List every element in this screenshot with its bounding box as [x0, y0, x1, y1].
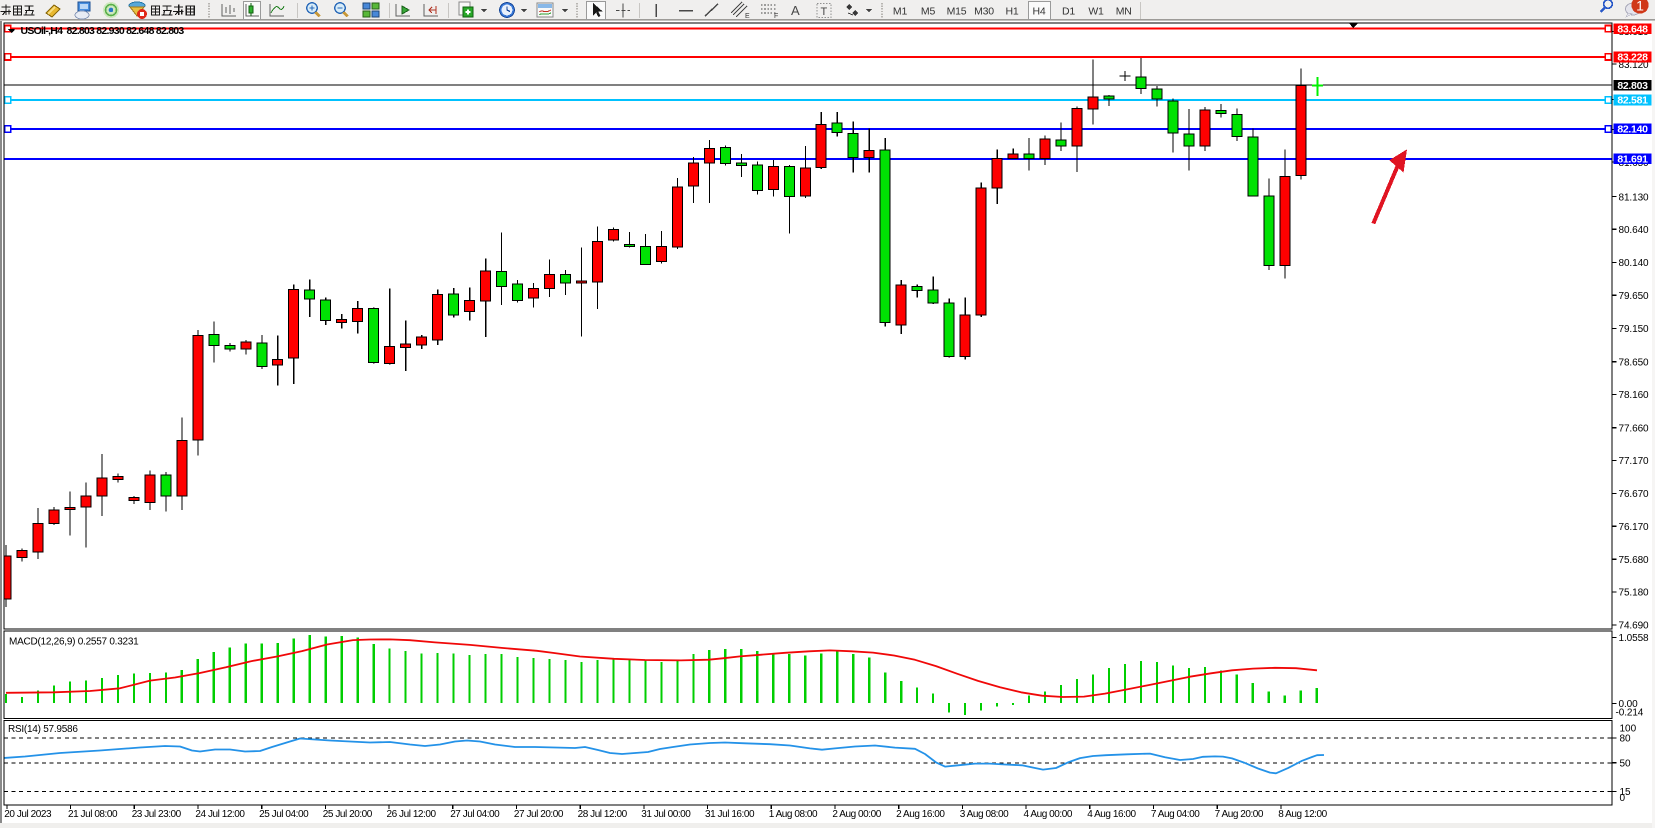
svg-text:81.130: 81.130: [1619, 192, 1650, 203]
svg-text:25 Jul 04:00: 25 Jul 04:00: [259, 809, 309, 820]
svg-text:31 Jul 16:00: 31 Jul 16:00: [705, 809, 755, 820]
svg-text:81.691: 81.691: [1617, 153, 1648, 165]
svg-text:8 Aug 12:00: 8 Aug 12:00: [1278, 809, 1327, 820]
svg-text:26 Jul 12:00: 26 Jul 12:00: [387, 809, 437, 820]
svg-text:H1: H1: [1005, 6, 1018, 18]
svg-text:79.150: 79.150: [1619, 324, 1650, 335]
svg-text:A: A: [791, 3, 800, 18]
svg-text:77.660: 77.660: [1619, 423, 1650, 434]
svg-text:75.180: 75.180: [1619, 588, 1650, 599]
svg-text:100: 100: [1620, 724, 1637, 735]
svg-text:50: 50: [1620, 758, 1632, 769]
svg-text:27 Jul 20:00: 27 Jul 20:00: [514, 809, 564, 820]
svg-text:RSI(14) 57.9586: RSI(14) 57.9586: [8, 724, 78, 735]
svg-text:80: 80: [1620, 734, 1632, 745]
svg-text:7 Aug 04:00: 7 Aug 04:00: [1151, 809, 1200, 820]
svg-text:79.650: 79.650: [1619, 291, 1650, 302]
svg-text:4 Aug 00:00: 4 Aug 00:00: [1024, 809, 1073, 820]
svg-text:76.170: 76.170: [1619, 522, 1650, 533]
svg-text:0.00: 0.00: [1619, 699, 1639, 710]
svg-text:83.648: 83.648: [1617, 23, 1648, 35]
svg-text:21 Jul 08:00: 21 Jul 08:00: [68, 809, 118, 820]
svg-text:-0.214: -0.214: [1616, 707, 1644, 718]
svg-text:D1: D1: [1062, 6, 1075, 18]
svg-text:2 Aug 16:00: 2 Aug 16:00: [896, 809, 945, 820]
svg-text:W1: W1: [1088, 6, 1104, 18]
svg-text:7 Aug 20:00: 7 Aug 20:00: [1215, 809, 1264, 820]
svg-text:H4: H4: [1032, 6, 1045, 18]
svg-text:83.228: 83.228: [1617, 52, 1648, 64]
svg-text:1 Aug 08:00: 1 Aug 08:00: [769, 809, 818, 820]
svg-text:M30: M30: [974, 6, 994, 18]
svg-text:83.120: 83.120: [1619, 60, 1650, 71]
svg-text:MACD(12,26,9) 0.2557 0.3231: MACD(12,26,9) 0.2557 0.3231: [9, 637, 139, 648]
svg-text:23 Jul 23:00: 23 Jul 23:00: [132, 809, 182, 820]
svg-text:1.0558: 1.0558: [1619, 633, 1650, 644]
svg-text:24 Jul 12:00: 24 Jul 12:00: [195, 809, 245, 820]
svg-text:80.640: 80.640: [1619, 225, 1650, 236]
svg-text:78.160: 78.160: [1619, 390, 1650, 401]
svg-text:76.670: 76.670: [1619, 489, 1650, 500]
svg-text:28 Jul 12:00: 28 Jul 12:00: [578, 809, 628, 820]
svg-text:4 Aug 16:00: 4 Aug 16:00: [1087, 809, 1136, 820]
svg-text:82.140: 82.140: [1617, 123, 1648, 135]
svg-text:78.650: 78.650: [1619, 358, 1650, 369]
svg-text:77.170: 77.170: [1619, 456, 1650, 467]
svg-text:82.581: 82.581: [1617, 95, 1648, 107]
svg-text:31 Jul 00:00: 31 Jul 00:00: [641, 809, 691, 820]
svg-text:2 Aug 00:00: 2 Aug 00:00: [832, 809, 881, 820]
svg-text:F: F: [774, 13, 778, 20]
svg-text:M1: M1: [893, 6, 908, 18]
svg-text:15: 15: [1620, 787, 1632, 798]
svg-text:0: 0: [1620, 793, 1626, 804]
svg-text:T: T: [821, 6, 828, 18]
svg-text:82.803: 82.803: [1617, 80, 1648, 92]
svg-text:74.690: 74.690: [1619, 621, 1650, 632]
svg-text:25 Jul 20:00: 25 Jul 20:00: [323, 809, 373, 820]
svg-text:USOil-,H4 82.803 82.930 82.64: USOil-,H4 82.803 82.930 82.648 82.803: [21, 25, 185, 37]
svg-text:3 Aug 08:00: 3 Aug 08:00: [960, 809, 1009, 820]
svg-text:M15: M15: [947, 6, 967, 18]
svg-text:20 Jul 2023: 20 Jul 2023: [4, 809, 52, 820]
svg-text:MN: MN: [1116, 6, 1132, 18]
svg-text:80.140: 80.140: [1619, 258, 1650, 269]
svg-text:M5: M5: [921, 6, 936, 18]
svg-text:1: 1: [1636, 0, 1644, 14]
svg-text:E: E: [745, 13, 750, 20]
svg-text:27 Jul 04:00: 27 Jul 04:00: [450, 809, 500, 820]
svg-text:75.680: 75.680: [1619, 555, 1650, 566]
